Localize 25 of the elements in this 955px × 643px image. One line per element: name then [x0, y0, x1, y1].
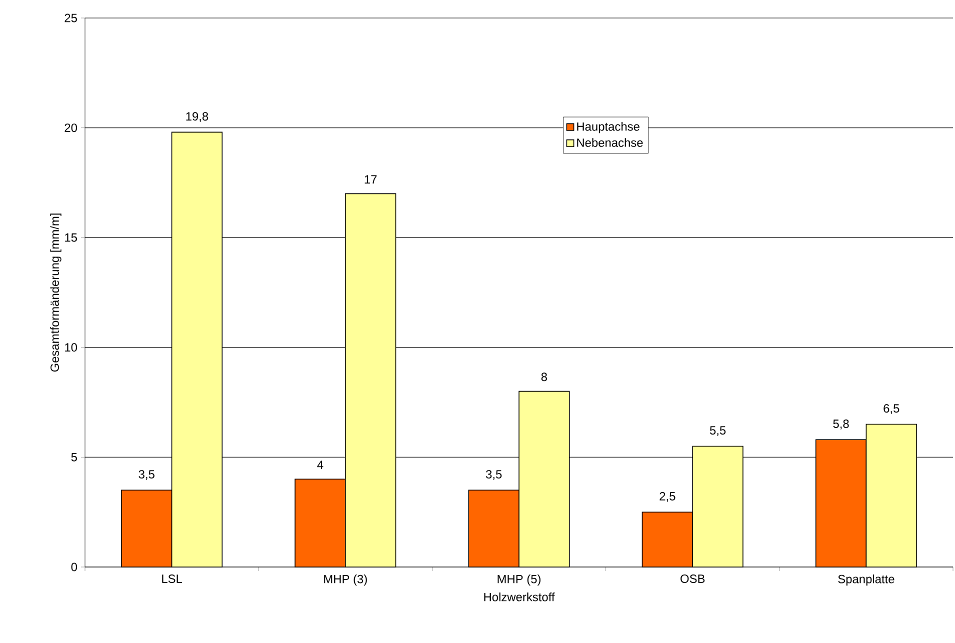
- x-tick-label: MHP (3): [324, 574, 367, 586]
- data-label: 5,8: [833, 420, 849, 430]
- data-label: 2,5: [660, 492, 676, 502]
- x-tick-label: Spanplatte: [838, 574, 894, 586]
- data-label: 3,5: [486, 470, 502, 480]
- x-tick-label: MHP (5): [498, 574, 540, 586]
- data-label: 6,5: [884, 404, 900, 414]
- y-axis-title: Gesamtformänderung [mm/m]: [50, 214, 62, 372]
- legend-label: Hauptachse: [577, 122, 640, 134]
- y-tick-label: 5: [71, 453, 77, 462]
- data-label: 3,5: [138, 470, 154, 480]
- y-tick-label: 25: [64, 14, 77, 22]
- data-label: 8: [541, 372, 547, 382]
- x-axis-title: Holzwerkstoff: [484, 592, 555, 602]
- y-tick-label: 10: [65, 343, 78, 352]
- data-label: 17: [364, 175, 377, 184]
- y-tick-label: 0: [71, 562, 78, 572]
- x-tick-label: OSB: [680, 574, 705, 583]
- x-tick-label: LSL: [162, 574, 182, 583]
- legend-label: Nebenachse: [577, 138, 643, 147]
- data-label: 5,5: [710, 426, 726, 436]
- y-tick-label: 20: [64, 124, 78, 132]
- y-tick-label: 15: [65, 233, 77, 242]
- data-label: 19,8: [186, 112, 208, 122]
- data-label: 4: [317, 460, 324, 469]
